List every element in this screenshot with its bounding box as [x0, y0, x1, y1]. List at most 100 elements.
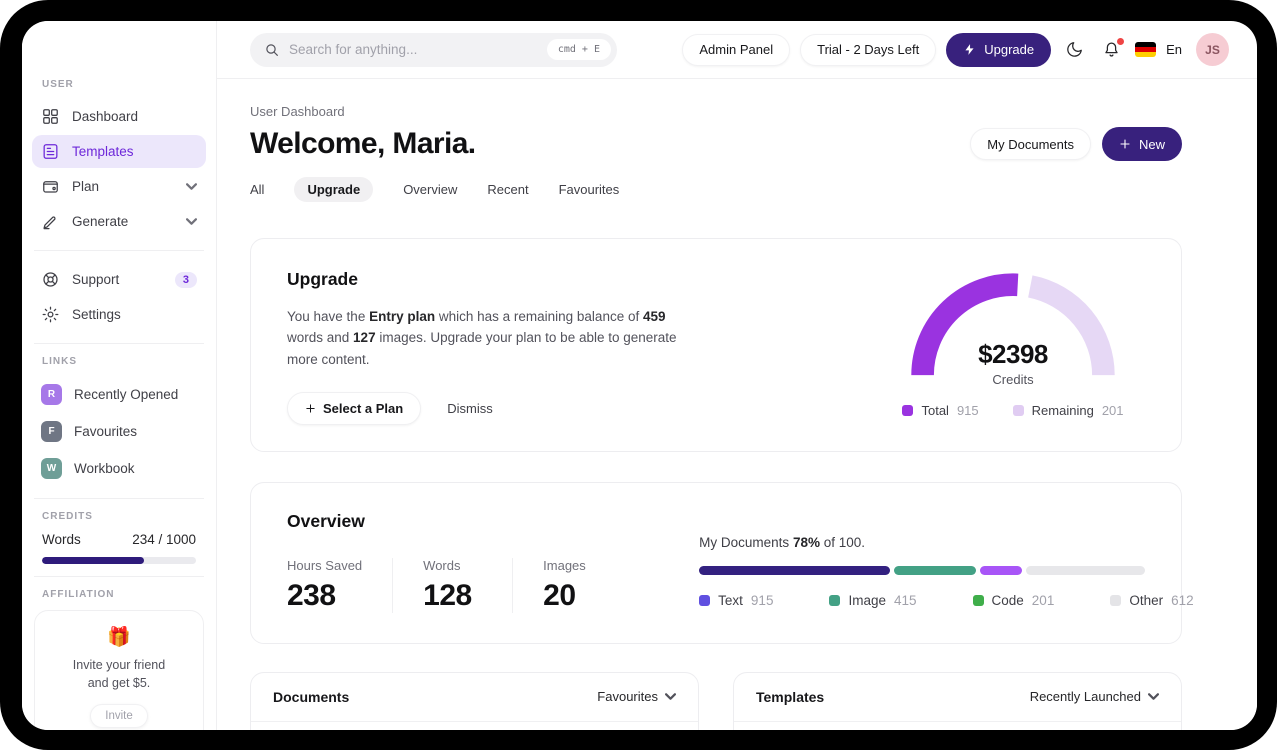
sidebar-item-label: Settings: [72, 307, 121, 322]
gauge-chart: [911, 273, 1115, 376]
tab-all[interactable]: All: [250, 182, 265, 197]
overview-stats: Overview Hours Saved 238 Words 128: [287, 511, 663, 613]
bell-icon: [1105, 42, 1118, 57]
sidebar-item-dashboard[interactable]: Dashboard: [32, 100, 206, 133]
trial-badge-button[interactable]: Trial - 2 Days Left: [800, 33, 937, 66]
overview-card: Overview Hours Saved 238 Words 128: [250, 481, 1194, 644]
search-box: cmd + E: [250, 32, 617, 67]
notification-dot: [1117, 38, 1125, 45]
sidebar-item-label: Plan: [72, 179, 100, 194]
dashboard-grid-icon: [43, 109, 58, 124]
templates-filter-dropdown[interactable]: Recently Launched: [1030, 689, 1159, 704]
gauge-total-arc: [911, 273, 1019, 376]
sidebar-link-favourites[interactable]: F Favourites: [32, 414, 206, 449]
sidebar-link-label: Favourites: [74, 424, 138, 439]
legend-swatch: [829, 594, 841, 606]
documents-progress: My Documents 78% of 100. Text: [699, 511, 1194, 608]
tab-favourites[interactable]: Favourites: [558, 182, 620, 197]
my-documents-button[interactable]: My Documents: [970, 128, 1091, 160]
credits-words-label: Words: [42, 532, 81, 547]
sidebar-item-settings[interactable]: Settings: [32, 298, 206, 331]
sidebar-link-label: Workbook: [74, 461, 135, 476]
stat-words: Words 128: [423, 557, 514, 613]
gauge-legend: Total 915 Remaining 201: [893, 403, 1133, 418]
chevron-down-icon: [186, 183, 197, 190]
bar-segment-text: [699, 565, 891, 575]
sidebar-section-credits: CREDITS: [42, 511, 93, 522]
templates-card: Templates Recently Launched Blog Post Ti…: [733, 671, 1182, 730]
upgrade-card: Upgrade You have the Entry plan which ha…: [250, 238, 1182, 452]
sidebar-item-generate[interactable]: Generate: [32, 205, 206, 238]
legend-swatch: [1110, 594, 1122, 606]
legend-swatch: [699, 594, 711, 606]
divider: [34, 498, 204, 499]
bar-segment-code: [980, 565, 1022, 575]
plus-icon: [306, 404, 315, 413]
upgrade-button[interactable]: Upgrade: [946, 32, 1052, 67]
divider: [34, 343, 204, 344]
bar-segment-image: [894, 565, 977, 575]
language-selector[interactable]: En: [1166, 42, 1182, 57]
wallet-icon: [43, 181, 58, 193]
sidebar-link-workbook[interactable]: W Workbook: [32, 451, 206, 486]
search-shortcut: cmd + E: [546, 39, 611, 60]
sidebar-item-support[interactable]: Support 3: [32, 263, 206, 296]
select-plan-button[interactable]: Select a Plan: [287, 391, 422, 425]
template-list-item[interactable]: Blog Post Title in Workbook: [734, 722, 1181, 730]
dismiss-button[interactable]: Dismiss: [447, 400, 493, 416]
tab-recent[interactable]: Recent: [487, 182, 529, 197]
user-avatar[interactable]: JS: [1196, 33, 1229, 66]
credits-gauge: $2398 Credits Total 915: [893, 269, 1133, 425]
upgrade-card-title: Upgrade: [287, 269, 358, 289]
templates-icon: [43, 144, 58, 159]
divider: [34, 576, 204, 577]
gauge-remaining-arc: [1027, 275, 1115, 376]
tab-upgrade[interactable]: Upgrade: [294, 177, 374, 202]
dark-mode-toggle[interactable]: [1061, 36, 1088, 63]
sidebar-section-links: LINKS: [42, 356, 77, 367]
sidebar-section-affiliation: AFFILIATION: [42, 589, 115, 600]
sidebar-item-label: Generate: [72, 214, 129, 229]
legend-other: Other 612: [1110, 593, 1194, 608]
documents-card-title: Documents: [273, 688, 350, 705]
sidebar-item-label: Dashboard: [72, 109, 139, 124]
legend-total: Total 915: [902, 403, 979, 418]
lifebuoy-icon: [43, 272, 58, 287]
gauge-caption: Credits: [992, 372, 1034, 387]
pencil-icon: [43, 216, 56, 230]
letter-badge-f: F: [41, 421, 62, 442]
new-button[interactable]: New: [1101, 127, 1182, 161]
chevron-down-icon: [186, 218, 197, 225]
legend-swatch: [902, 405, 914, 416]
tab-overview[interactable]: Overview: [403, 182, 458, 197]
letter-badge-w: W: [41, 458, 62, 479]
credits-progress-fill: [42, 557, 144, 564]
affiliation-text: Invite your friend and get $5.: [72, 658, 166, 691]
documents-progress-label: My Documents 78% of 100.: [699, 534, 866, 550]
documents-filter-dropdown[interactable]: Favourites: [597, 689, 676, 704]
document-list-item[interactable]: Untitled Document in Workbook: [251, 722, 698, 730]
invite-button[interactable]: Invite: [90, 704, 148, 729]
stat-hours-saved: Hours Saved 238: [287, 557, 394, 613]
documents-stacked-bar: [699, 565, 1145, 575]
sidebar-link-label: Recently Opened: [74, 387, 179, 402]
stat-images: Images 20: [543, 557, 586, 612]
upgrade-card-left: Upgrade You have the Entry plan which ha…: [287, 269, 692, 425]
sidebar-item-templates[interactable]: Templates: [32, 135, 206, 168]
sidebar-item-plan[interactable]: Plan: [32, 170, 206, 203]
germany-flag-icon[interactable]: [1135, 42, 1157, 57]
sidebar-item-label: Support: [72, 272, 120, 287]
legend-swatch: [1012, 405, 1024, 416]
templates-card-title: Templates: [756, 688, 825, 705]
credits-words-value: 234 / 1000: [132, 532, 196, 547]
search-input[interactable]: [289, 42, 538, 57]
main-area: cmd + E Admin Panel Trial - 2 Days Left …: [217, 21, 1257, 730]
sidebar-item-label: Templates: [72, 144, 134, 159]
sidebar-section-user: USER: [42, 79, 74, 90]
sidebar-link-recently-opened[interactable]: R Recently Opened: [32, 377, 206, 412]
admin-panel-button[interactable]: Admin Panel: [682, 33, 791, 66]
support-count-badge: 3: [174, 271, 197, 288]
legend-remaining: Remaining 201: [1012, 403, 1124, 418]
notifications-button[interactable]: [1098, 36, 1125, 63]
